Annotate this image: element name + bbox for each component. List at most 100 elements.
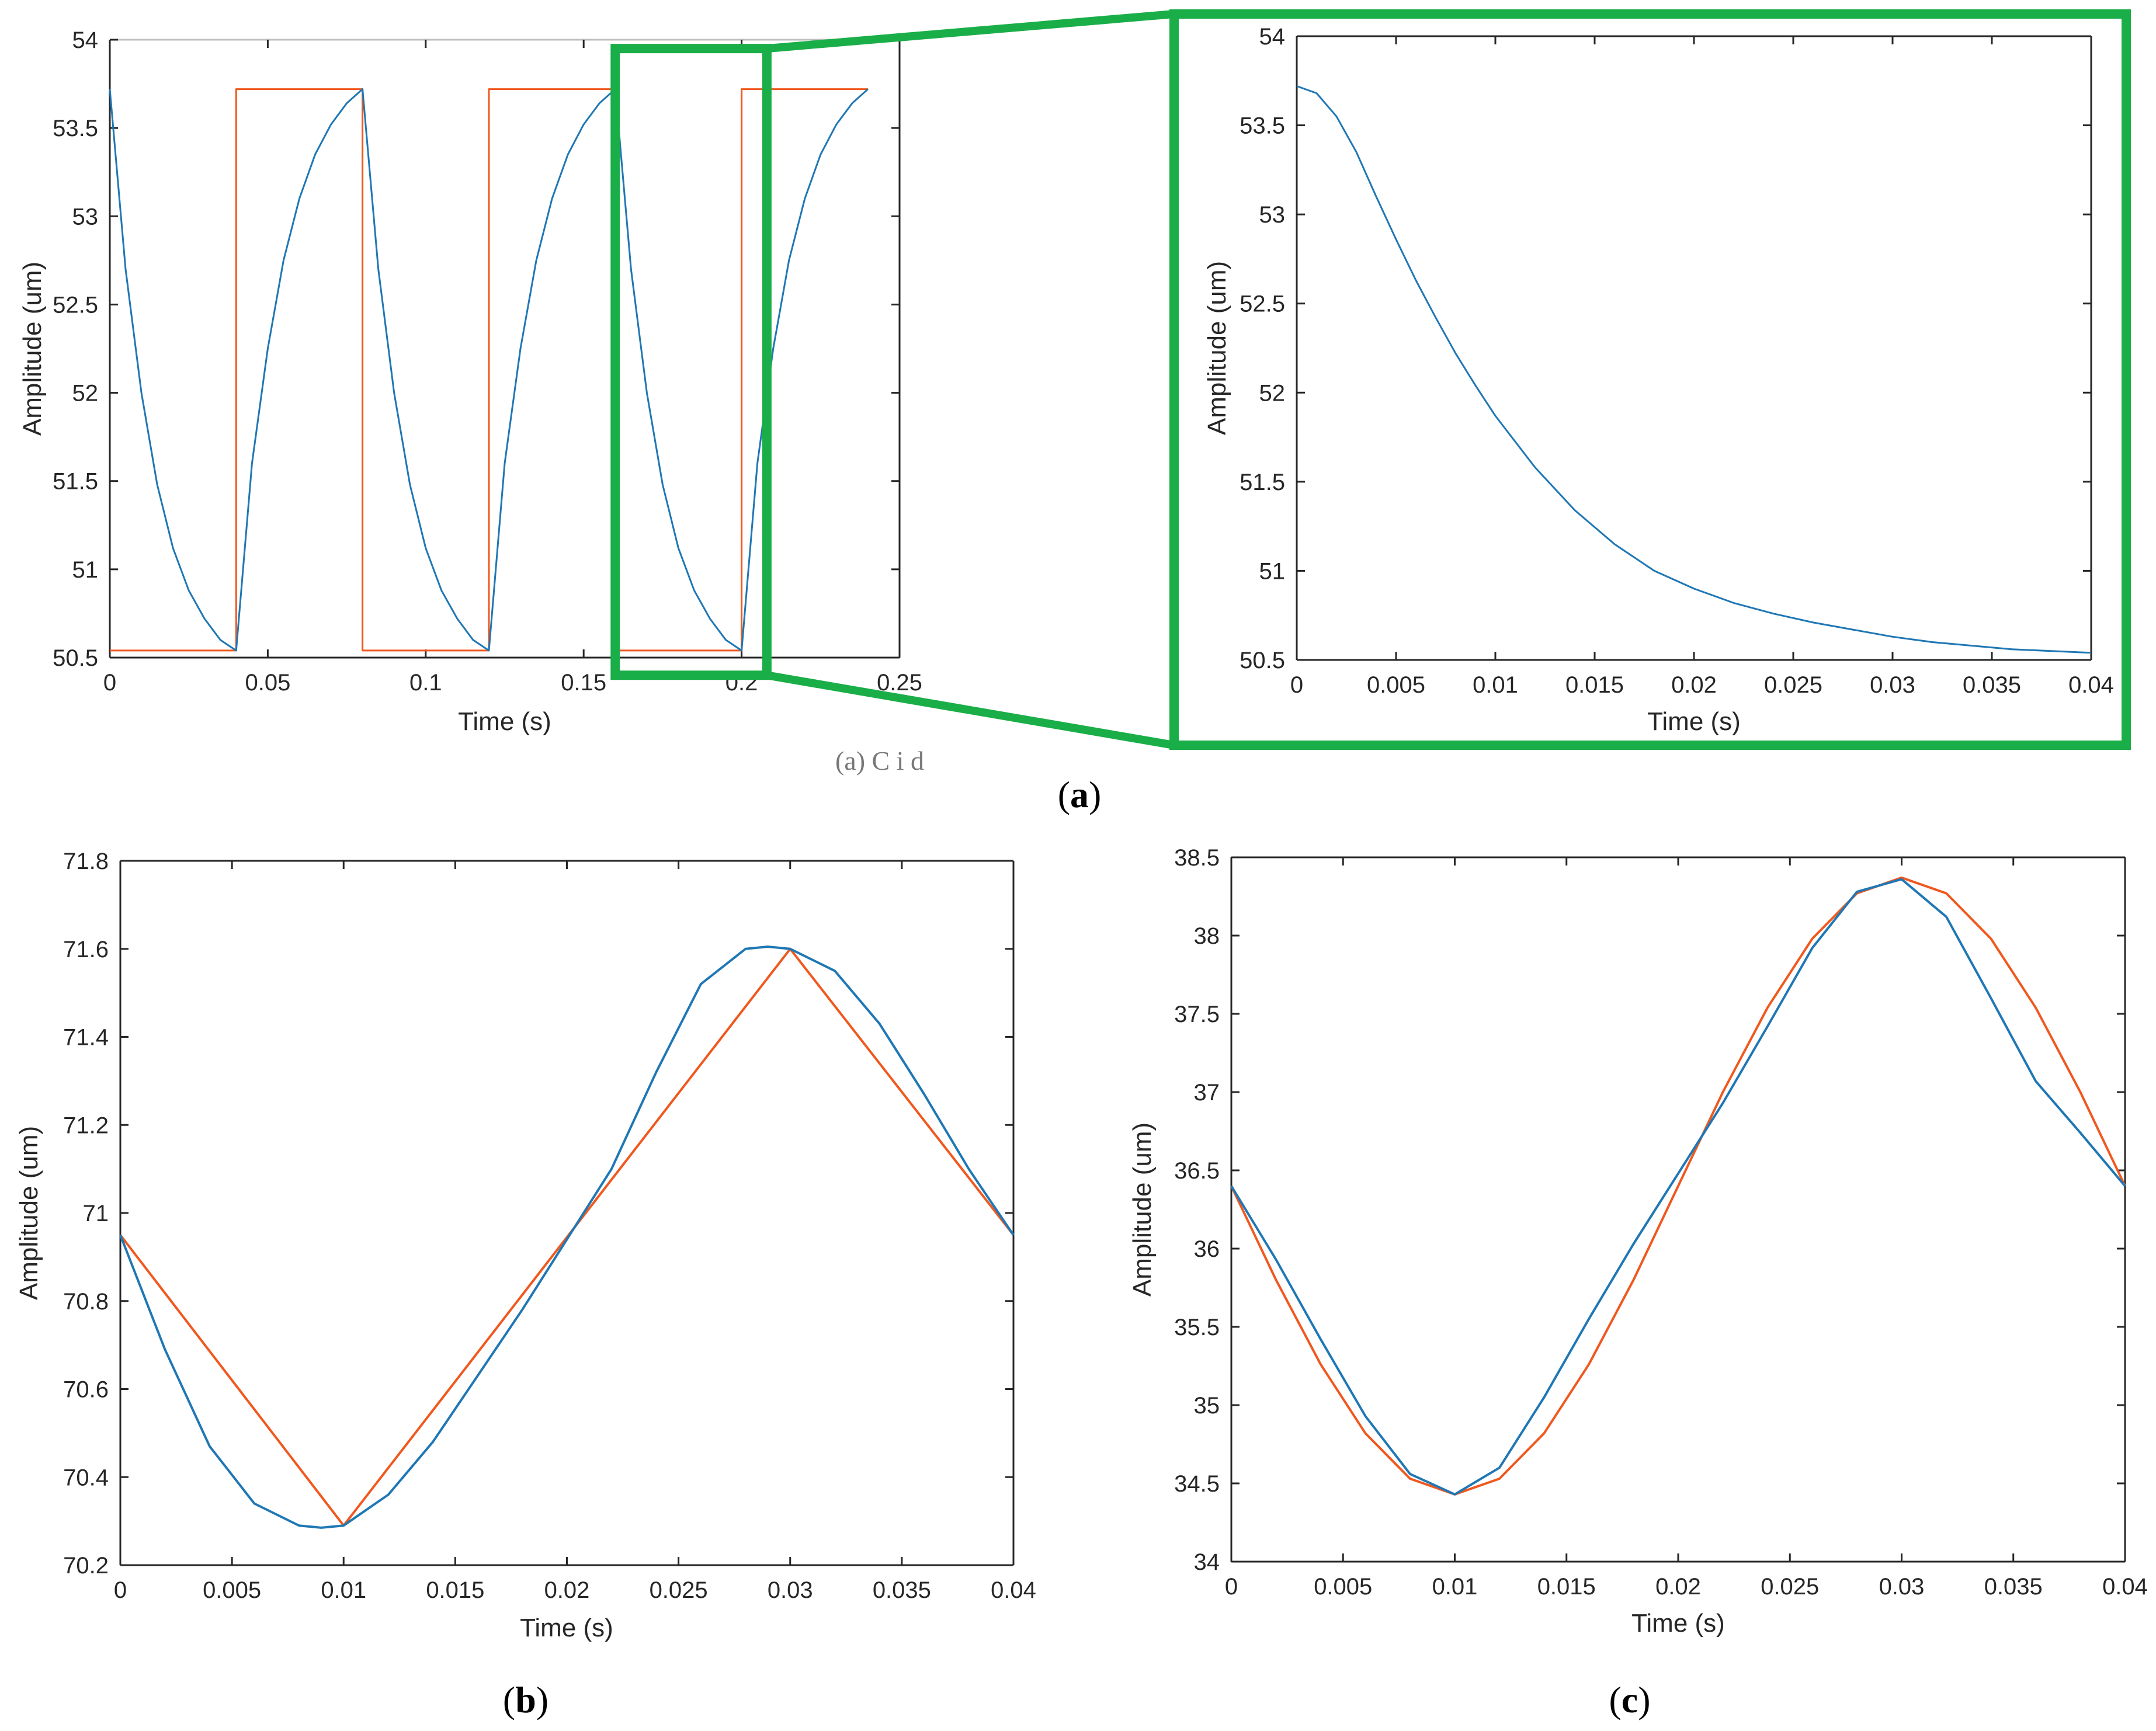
y-axis-label: Amplitude (um) [18, 262, 47, 436]
x-tick-label: 0.04 [2068, 672, 2114, 698]
y-tick-label: 36.5 [1174, 1158, 1220, 1184]
y-ticks: 50.5 51 51.5 52 52.5 53 53.5 54 [1240, 24, 2091, 673]
caption-c: (c) [1609, 1679, 1650, 1720]
y-tick-label: 52 [1259, 380, 1286, 406]
caption-b: (b) [503, 1679, 548, 1720]
y-tick-label: 54 [72, 27, 99, 53]
y-tick-label: 53.5 [53, 116, 98, 141]
x-axis-label: Time (s) [1631, 1609, 1725, 1638]
x-tick-label: 0.015 [1565, 672, 1624, 698]
y-tick-label: 35 [1194, 1393, 1220, 1419]
y-tick-label: 34.5 [1174, 1471, 1220, 1497]
series-line-orange [110, 88, 868, 652]
x-tick-label: 0.025 [1761, 1574, 1819, 1600]
x-axis-label: Time (s) [1647, 707, 1741, 736]
y-tick-label: 53 [72, 204, 99, 230]
x-tick-label: 0.04 [991, 1577, 1036, 1603]
x-tick-label: 0.02 [544, 1577, 590, 1603]
series-line-blue [109, 88, 869, 652]
x-tick-label: 0.035 [1984, 1574, 2043, 1600]
y-tick-label: 71 [83, 1201, 109, 1226]
y-tick-label: 52.5 [53, 292, 98, 318]
caption-a-letter: a [1070, 774, 1089, 815]
panel-b-chart: 0 0.005 0.01 0.015 0.02 0.025 0.03 0.035 0.04 70… [15, 849, 1036, 1642]
series-layer [1296, 85, 2092, 654]
x-tick-label: 0.015 [426, 1577, 484, 1603]
x-tick-label: 0.01 [321, 1577, 366, 1603]
y-tick-label: 71.6 [63, 937, 109, 962]
y-axis-label: Amplitude (um) [15, 1126, 43, 1300]
x-tick-label: 0.035 [1963, 672, 2021, 698]
y-tick-label: 53.5 [1240, 113, 1285, 139]
x-tick-label: 0.02 [1655, 1574, 1701, 1600]
y-tick-label: 52.5 [1240, 291, 1285, 317]
y-tick-label: 51 [72, 557, 99, 583]
y-axis-label: Amplitude (um) [1128, 1122, 1157, 1296]
y-ticks: 70.2 70.4 70.6 70.8 71 71.2 71.4 71.6 71.8 [63, 849, 1013, 1579]
y-axis-label: Amplitude (um) [1203, 261, 1231, 435]
x-tick-label: 0.01 [1473, 672, 1518, 698]
y-tick-label: 71.4 [63, 1025, 109, 1051]
x-tick-label: 0.015 [1537, 1574, 1596, 1600]
series-layer [109, 88, 869, 652]
x-tick-label: 0 [1290, 672, 1303, 698]
x-tick-label: 0.01 [1432, 1574, 1478, 1600]
x-tick-label: 0 [1225, 1574, 1238, 1600]
y-tick-label: 38.5 [1174, 845, 1220, 871]
y-tick-label: 70.4 [63, 1465, 109, 1490]
y-tick-label: 70.2 [63, 1553, 109, 1579]
y-tick-label: 37.5 [1174, 1002, 1220, 1027]
x-tick-label: 0.03 [1870, 672, 1915, 698]
x-tick-label: 0.15 [561, 670, 606, 696]
x-axis-label: Time (s) [458, 707, 551, 736]
y-tick-label: 54 [1259, 24, 1286, 50]
x-tick-label: 0.02 [1671, 672, 1717, 698]
y-ticks: 50.5 51 51.5 52 52.5 53 53.5 54 [53, 27, 900, 671]
series-line-orange [1230, 876, 2126, 1496]
x-tick-label: 0.05 [245, 670, 290, 696]
x-tick-label: 0.1 [409, 670, 442, 696]
panel-a-main-chart: 0 0.05 0.1 0.15 0.2 0.25 50.55151.55252.55353… [18, 27, 922, 736]
zoom-connector-bottom [766, 671, 1175, 749]
x-tick-label: 0.025 [1764, 672, 1822, 698]
y-tick-label: 35.5 [1174, 1315, 1220, 1340]
x-tick-label: 0.04 [2102, 1574, 2148, 1600]
y-tick-label: 34 [1194, 1549, 1220, 1575]
series-layer [1230, 876, 2126, 1496]
x-tick-label: 0.005 [1367, 672, 1425, 698]
x-tick-label: 0.03 [1879, 1574, 1925, 1600]
x-tick-label: 0.005 [203, 1577, 261, 1603]
y-tick-label: 51.5 [1240, 470, 1285, 495]
y-tick-label: 70.8 [63, 1289, 109, 1315]
x-ticks: 0 0.005 0.01 0.015 0.02 0.025 0.03 0.035 0.04 [114, 861, 1036, 1603]
zoom-target-box [1169, 9, 2131, 750]
zoom-annotation [610, 9, 2131, 750]
y-tick-label: 71.8 [63, 849, 109, 874]
y-tick-label: 70.6 [63, 1377, 109, 1403]
y-tick-label: 52 [72, 381, 99, 406]
caption-c-letter: c [1622, 1679, 1638, 1720]
y-tick-label: 37 [1194, 1080, 1220, 1106]
y-tick-label: 50.5 [1240, 648, 1285, 673]
clipped-caption-remnant: (a) C i d [835, 746, 924, 776]
x-tick-label: 0.25 [877, 670, 922, 696]
y-tick-label: 51.5 [53, 469, 98, 495]
series-layer [119, 946, 1015, 1529]
x-tick-label: 0.005 [1314, 1574, 1372, 1600]
y-tick-label: 53 [1259, 202, 1286, 228]
x-tick-label: 0.035 [873, 1577, 931, 1603]
caption-a: (a) [1058, 774, 1102, 815]
series-line-blue [119, 946, 1015, 1529]
x-tick-label: 0 [103, 670, 116, 696]
x-tick-label: 0.025 [650, 1577, 708, 1603]
series-line-blue [1296, 85, 2092, 654]
x-ticks: 0 0.005 0.01 0.015 0.02 0.025 0.03 0.035 0.04 [1225, 857, 2148, 1600]
x-tick-label: 0 [114, 1577, 127, 1603]
x-ticks: 0 0.005 0.01 0.015 0.02 0.025 0.03 0.035 0.04 [1290, 36, 2114, 698]
zoom-highlight-box [610, 44, 772, 680]
x-ticks: 0 0.05 0.1 0.15 0.2 0.25 [103, 40, 922, 696]
panel-c-chart: 0 0.005 0.01 0.015 0.02 0.025 0.03 0.035 0.04 34… [1128, 845, 2148, 1638]
y-tick-label: 38 [1194, 923, 1220, 949]
y-tick-label: 36 [1194, 1236, 1220, 1262]
